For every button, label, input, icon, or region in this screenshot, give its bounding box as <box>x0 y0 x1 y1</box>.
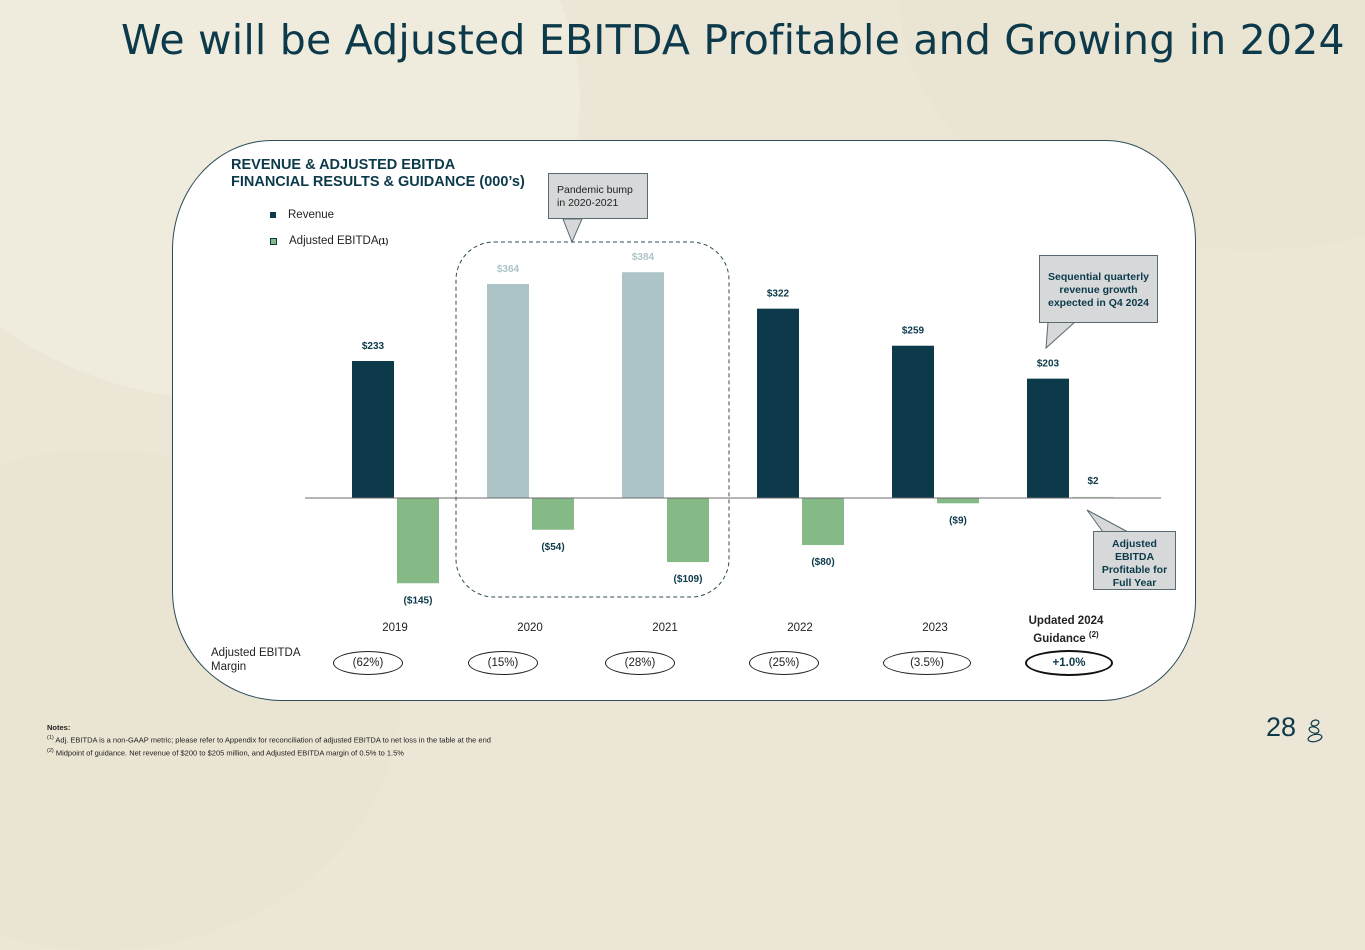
ebitda-bar <box>397 498 439 584</box>
callout-profitable-line1: Adjusted <box>1112 538 1157 550</box>
x-tick-label-guidance: Updated 2024 Guidance (2) <box>1016 615 1116 646</box>
slide-title: We will be Adjusted EBITDA Profitable an… <box>121 16 1345 64</box>
revenue-data-label: $384 <box>632 252 655 263</box>
revenue-bar <box>757 308 799 498</box>
margin-pill-guidance: +1.0% <box>1025 650 1113 676</box>
revenue-bar <box>892 345 934 498</box>
callout-pointer <box>1045 321 1077 350</box>
callout-profitable-line4: Full Year <box>1112 577 1157 589</box>
callout-profitable-line3: Profitable for <box>1101 564 1168 576</box>
footnotes: Notes: (1) Adj. EBITDA is a non-GAAP met… <box>47 723 491 758</box>
chart-card <box>172 140 1196 701</box>
footnote-marker: (2) <box>47 747 54 754</box>
margin-row-label: Adjusted EBITDA Margin <box>211 646 300 674</box>
revenue-bar <box>622 272 664 498</box>
ebitda-bar <box>1072 496 1114 498</box>
chart-title-line1: REVENUE & ADJUSTED EBITDA <box>231 157 456 173</box>
guidance-line1: Updated 2024 <box>1028 615 1104 627</box>
chart-title-line2: FINANCIAL RESULTS & GUIDANCE (000’s) <box>231 174 525 190</box>
legend-item-revenue: Revenue <box>270 209 334 221</box>
callout-growth-line1: Sequential quarterly <box>1048 271 1149 283</box>
callout-pointer <box>1086 509 1129 533</box>
margin-pill: (62%) <box>333 651 403 675</box>
ebitda-data-label: ($54) <box>541 542 564 553</box>
chart-title: REVENUE & ADJUSTED EBITDA FINANCIAL RESU… <box>231 157 525 191</box>
callout-pointer <box>562 218 583 244</box>
legend-item-ebitda: Adjusted EBITDA (1) <box>270 235 388 247</box>
ebitda-bar <box>802 498 844 546</box>
pandemic-highlight-box <box>455 241 730 598</box>
bar-chart: $233 ($145) $364 ($54) $384 ($109) $322 ($80) $2… <box>305 218 1161 606</box>
notes-heading: Notes: <box>47 723 71 732</box>
revenue-data-label: $364 <box>497 264 520 275</box>
x-tick-label: 2020 <box>517 622 543 634</box>
x-tick-label: 2022 <box>787 622 813 634</box>
revenue-data-label: $233 <box>362 341 385 352</box>
footnote-text: Adj. EBITDA is a non-GAAP metric; please… <box>55 735 491 745</box>
guidance-footnote-marker: (2) <box>1088 630 1099 639</box>
footnote-2: (2) Midpoint of guidance. Net revenue of… <box>47 746 491 759</box>
margin-pill: (15%) <box>468 651 538 675</box>
revenue-data-label: $203 <box>1037 359 1060 370</box>
margin-pill: (25%) <box>749 651 819 675</box>
revenue-bar <box>487 283 529 498</box>
ebitda-data-label: ($145) <box>404 595 433 606</box>
margin-label-line2: Margin <box>211 661 247 673</box>
callout-profitable-line2: EBITDA <box>1114 551 1155 563</box>
callout-growth-line2: revenue growth <box>1059 284 1138 296</box>
revenue-data-label: $322 <box>767 289 790 300</box>
legend-label-ebitda: Adjusted EBITDA <box>289 235 379 247</box>
x-tick-label: 2021 <box>652 622 678 634</box>
legend-swatch-revenue <box>270 212 276 218</box>
revenue-bar <box>1027 378 1069 498</box>
legend-label-revenue: Revenue <box>288 209 335 221</box>
ebitda-data-label: ($9) <box>949 515 967 526</box>
callout-pandemic: Pandemic bump in 2020-2021 <box>548 173 648 219</box>
margin-label-line1: Adjusted EBITDA <box>211 647 301 659</box>
legend-footnote-marker: (1) <box>378 236 389 246</box>
callout-pandemic-line1: Pandemic bump <box>557 184 633 196</box>
revenue-data-label: $259 <box>902 326 925 337</box>
footnote-1: (1) Adj. EBITDA is a non-GAAP metric; pl… <box>47 733 491 746</box>
legend-swatch-ebitda <box>270 237 277 245</box>
ebitda-data-label: $2 <box>1087 476 1099 487</box>
page-number: 28 <box>1266 712 1297 742</box>
x-tick-label: 2019 <box>382 622 408 634</box>
callout-ebitda-profitable: Adjusted EBITDA Profitable for Full Year <box>1093 531 1176 590</box>
margin-pill: (28%) <box>605 651 675 675</box>
ebitda-data-label: ($109) <box>674 574 703 585</box>
guidance-line2: Guidance <box>1033 632 1086 645</box>
ebitda-bar <box>532 498 574 530</box>
footnote-marker: (1) <box>47 735 54 741</box>
ebitda-bar <box>937 498 979 504</box>
callout-growth-line3: expected in Q4 2024 <box>1048 297 1149 309</box>
callout-pandemic-line2: in 2020-2021 <box>557 197 619 209</box>
x-tick-label: 2023 <box>922 622 948 634</box>
revenue-bar <box>352 360 394 498</box>
margin-pill: (3.5%) <box>883 651 971 675</box>
stacked-stones-logo-icon <box>1307 719 1323 743</box>
callout-revenue-growth: Sequential quarterly revenue growth expe… <box>1039 255 1158 323</box>
ebitda-bar <box>667 498 709 563</box>
ebitda-data-label: ($80) <box>811 557 834 568</box>
footnote-text: Midpoint of guidance. Net revenue of $20… <box>55 748 404 757</box>
